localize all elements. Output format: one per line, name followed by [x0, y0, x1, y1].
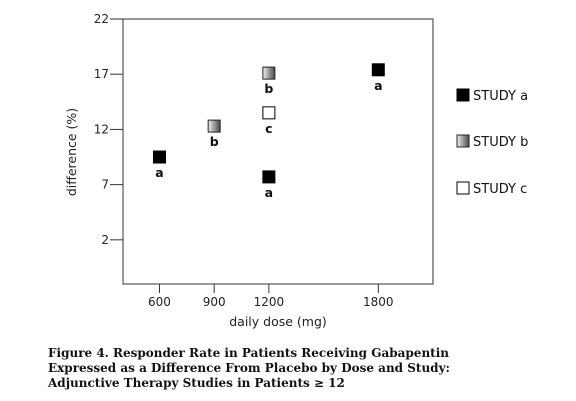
x-tick-label: 900 [203, 295, 226, 309]
data-point-label: c [265, 121, 272, 136]
legend: STUDY a STUDY b STUDY c [456, 88, 528, 197]
legend-label: STUDY c [473, 182, 527, 197]
data-point-label: a [374, 78, 382, 93]
data-point-study-b [262, 66, 276, 80]
data-point-study-a [262, 170, 276, 184]
legend-swatch [456, 88, 470, 102]
data-point-study-a [152, 150, 166, 164]
data-point-study-a [371, 63, 385, 77]
data-point-study-c [262, 106, 276, 120]
legend-swatch [456, 134, 470, 148]
y-tick-label: 17 [94, 67, 109, 81]
x-tick-label: 1800 [363, 295, 394, 309]
x-axis-title: daily dose (mg) [229, 314, 327, 329]
y-axis-title: difference (%) [64, 108, 79, 196]
y-tick-label: 2 [101, 233, 109, 247]
y-tick-label: 7 [101, 178, 109, 192]
data-point-study-b [207, 119, 221, 133]
y-tick-label: 12 [94, 122, 109, 136]
legend-swatch [456, 181, 470, 195]
figure-caption: Figure 4. Responder Rate in Patients Rec… [48, 346, 450, 390]
data-point-label: a [155, 165, 163, 180]
data-point-label: b [264, 81, 273, 96]
x-tick-label: 1200 [254, 295, 285, 309]
legend-label: STUDY b [473, 135, 528, 150]
data-point-label: a [265, 185, 273, 200]
x-tick-label: 600 [148, 295, 171, 309]
legend-label: STUDY a [473, 89, 528, 104]
scatter-chart: 2 7 12 17 22 600 900 1200 1800 a a a b b c differenc… [64, 12, 528, 329]
data-point-label: b [210, 134, 219, 149]
y-tick-label: 22 [94, 12, 109, 26]
plot-frame [122, 18, 434, 285]
